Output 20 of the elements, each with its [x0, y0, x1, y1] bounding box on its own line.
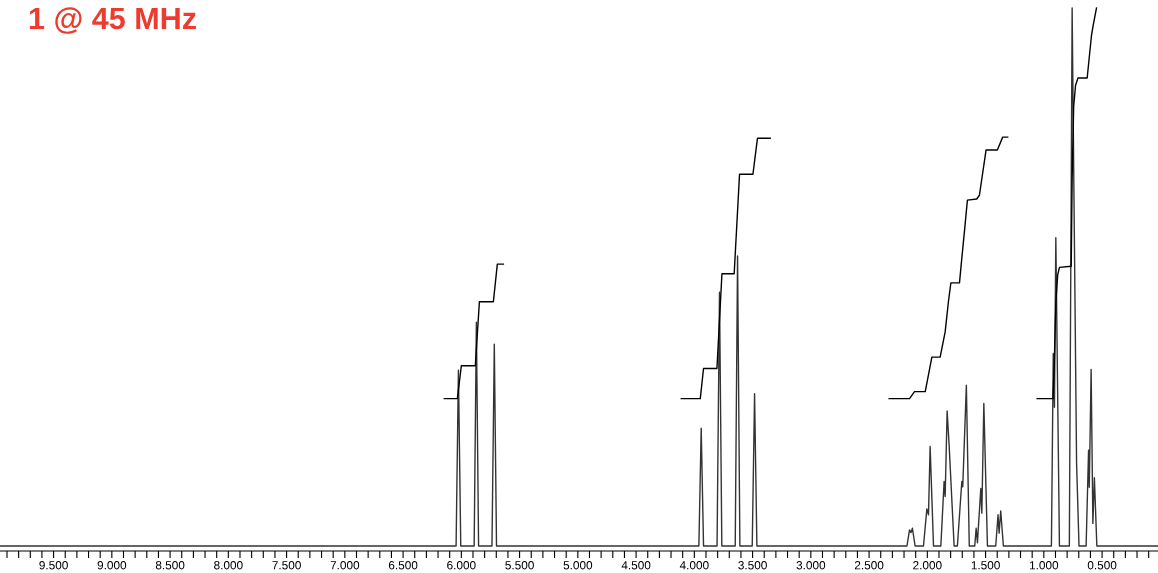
x-tick-label: 2.000 — [913, 561, 942, 570]
x-tick-label: 6.500 — [388, 561, 418, 570]
x-tick-label: 8.500 — [155, 561, 185, 570]
x-tick-label: 0.500 — [1087, 561, 1117, 570]
x-tick-label: 9.000 — [97, 561, 127, 570]
x-tick-label: 1.000 — [1029, 561, 1059, 570]
x-tick-label: 4.000 — [679, 561, 709, 570]
chart-title: 1 @ 45 MHz — [29, 7, 196, 34]
x-tick-label: 2.500 — [854, 561, 884, 570]
x-tick-label: 4.500 — [621, 561, 651, 570]
x-tick-label: 8.000 — [214, 561, 243, 570]
x-tick-label: 6.000 — [447, 561, 476, 570]
x-tick-label: 3.000 — [796, 561, 826, 570]
x-tick-label: 7.000 — [330, 561, 360, 570]
x-tick-label: 1.500 — [971, 561, 1000, 570]
x-tick-label: 9.500 — [39, 561, 68, 570]
x-tick-label: 3.500 — [738, 561, 767, 570]
x-tick-label: 5.000 — [563, 561, 593, 570]
x-tick-label: 7.500 — [272, 561, 301, 570]
x-tick-label: 5.500 — [505, 561, 534, 570]
